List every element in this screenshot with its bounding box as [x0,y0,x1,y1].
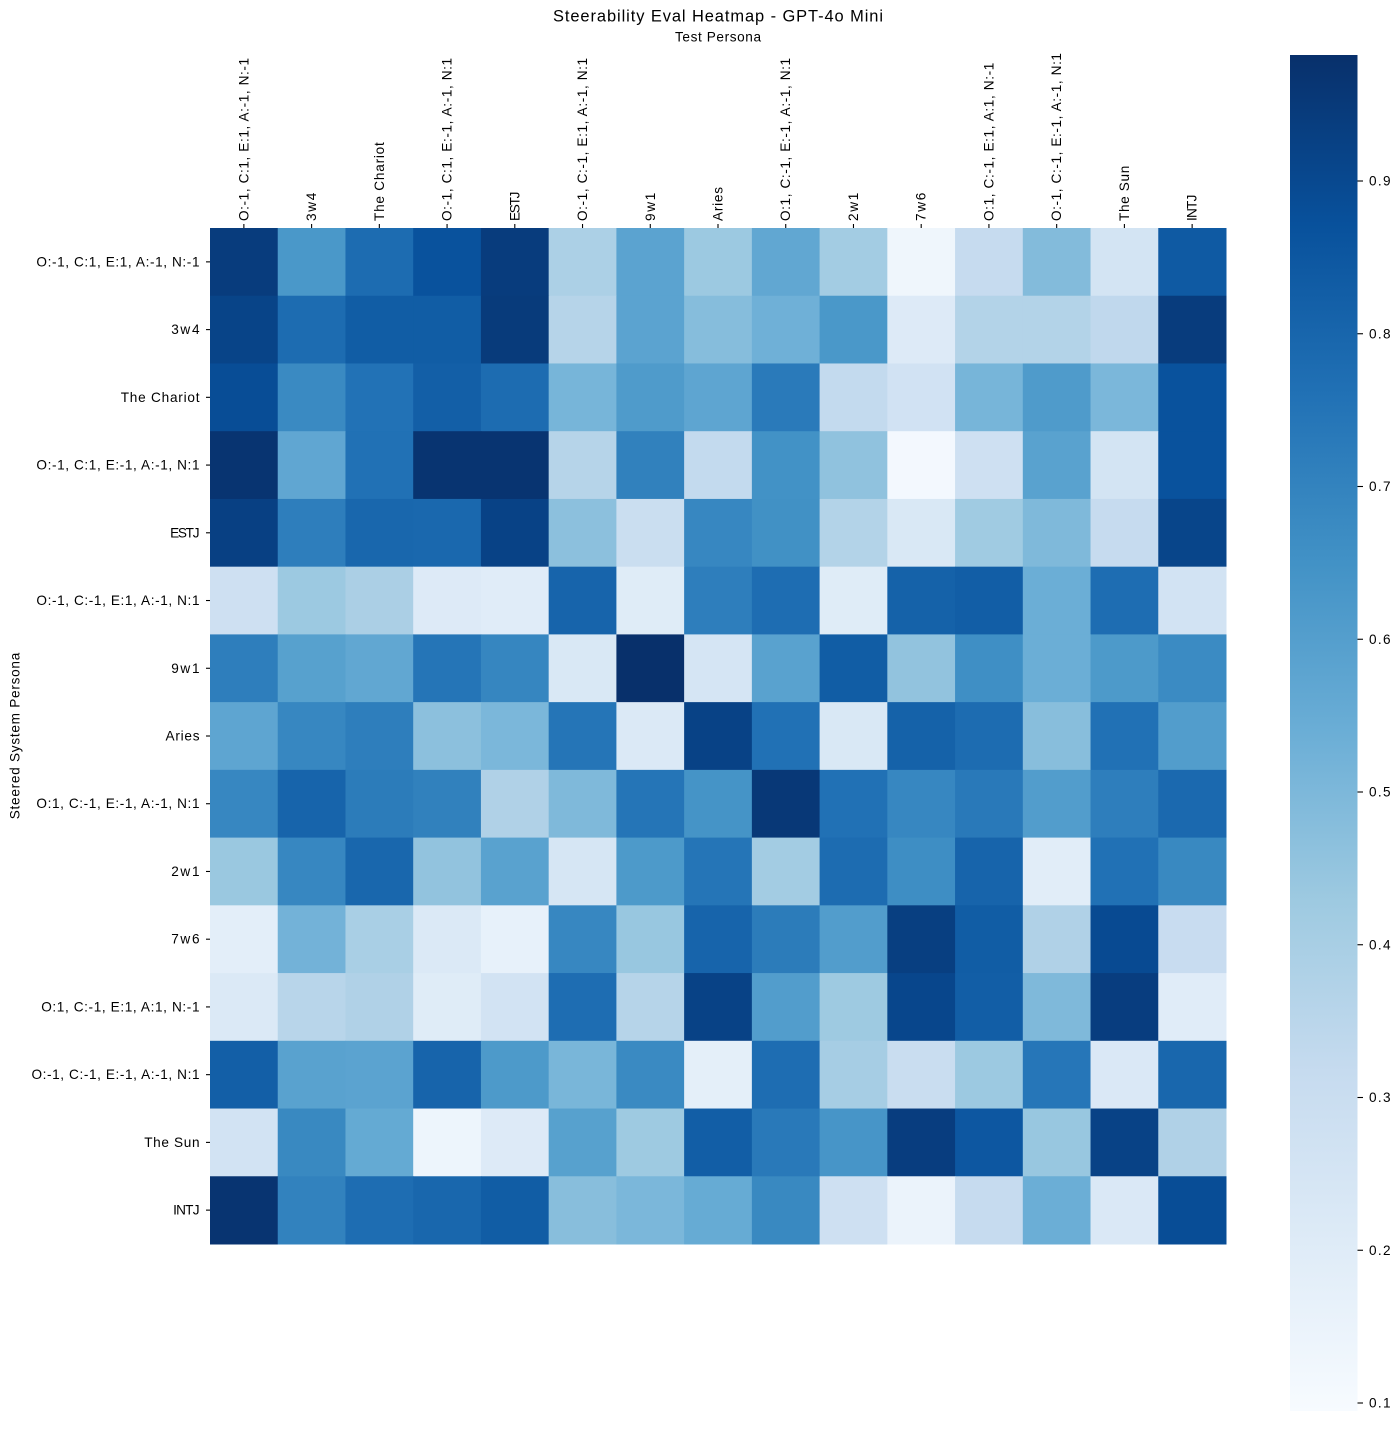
svg-text:0.7: 0.7 [1369,479,1391,494]
svg-text:O:-1, C:-1, E:1, A:-1, N:1: O:-1, C:-1, E:1, A:-1, N:1 [36,593,199,608]
svg-text:0.2: 0.2 [1369,1243,1391,1258]
svg-text:2w1: 2w1 [846,193,861,221]
svg-text:The Chariot: The Chariot [121,390,200,405]
svg-text:0.3: 0.3 [1369,1090,1391,1105]
svg-text:O:-1, C:1, E:-1, A:-1, N:1: O:-1, C:1, E:-1, A:-1, N:1 [36,458,199,473]
svg-text:0.8: 0.8 [1369,326,1391,341]
svg-text:INTJ: INTJ [1185,195,1200,221]
svg-text:O:-1, C:1, E:-1, A:-1, N:1: O:-1, C:1, E:-1, A:-1, N:1 [440,58,455,221]
svg-text:O:1, C:-1, E:1, A:1, N:-1: O:1, C:-1, E:1, A:1, N:-1 [41,999,199,1014]
svg-text:9w1: 9w1 [171,661,199,676]
svg-text:ESTJ: ESTJ [507,192,522,221]
svg-text:0.4: 0.4 [1369,937,1391,952]
svg-text:3w4: 3w4 [171,322,200,337]
svg-text:The Chariot: The Chariot [372,142,387,221]
svg-text:O:1, C:-1, E:-1, A:-1, N:1: O:1, C:-1, E:-1, A:-1, N:1 [36,796,199,811]
svg-text:ESTJ: ESTJ [170,525,199,540]
svg-text:The Sun: The Sun [144,1135,199,1150]
svg-text:O:-1, C:-1, E:-1, A:-1, N:1: O:-1, C:-1, E:-1, A:-1, N:1 [32,1067,200,1082]
svg-text:0.9: 0.9 [1369,174,1391,189]
svg-text:Aries: Aries [166,729,200,744]
svg-text:The Sun: The Sun [1117,166,1132,221]
svg-text:O:-1, C:1, E:1, A:-1, N:-1: O:-1, C:1, E:1, A:-1, N:-1 [36,254,199,269]
svg-text:O:1, C:-1, E:-1, A:-1, N:1: O:1, C:-1, E:-1, A:-1, N:1 [778,58,793,221]
svg-text:O:-1, C:-1, E:1, A:-1, N:1: O:-1, C:-1, E:1, A:-1, N:1 [575,58,590,221]
svg-text:Steerability Eval Heatmap - GP: Steerability Eval Heatmap - GPT-4o Mini [553,8,883,26]
svg-text:O:1, C:-1, E:1, A:1, N:-1: O:1, C:-1, E:1, A:1, N:-1 [981,63,996,221]
svg-text:0.1: 0.1 [1369,1396,1391,1411]
svg-text:O:-1, C:1, E:1, A:-1, N:-1: O:-1, C:1, E:1, A:-1, N:-1 [236,58,251,221]
svg-text:3w4: 3w4 [304,192,319,221]
svg-text:2w1: 2w1 [171,864,199,879]
svg-text:0.5: 0.5 [1369,785,1391,800]
svg-text:Aries: Aries [711,187,726,221]
svg-text:7w6: 7w6 [914,193,929,221]
svg-text:O:-1, C:-1, E:-1, A:-1, N:1: O:-1, C:-1, E:-1, A:-1, N:1 [1049,53,1064,221]
svg-text:Steered System Persona: Steered System Persona [8,652,23,819]
svg-text:0.6: 0.6 [1369,632,1391,647]
svg-text:Test Persona: Test Persona [675,29,761,44]
svg-text:INTJ: INTJ [173,1203,199,1218]
svg-text:7w6: 7w6 [171,932,199,947]
svg-text:9w1: 9w1 [643,193,658,221]
